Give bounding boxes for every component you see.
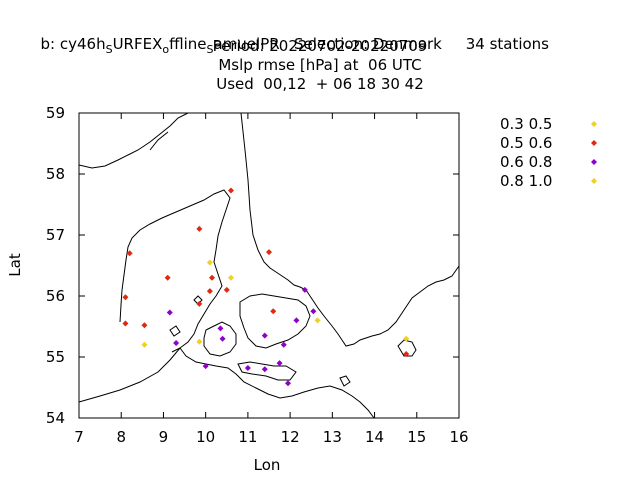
legend-marker	[591, 140, 597, 146]
station-point	[285, 380, 291, 387]
station-point	[122, 294, 129, 301]
station-point	[209, 274, 215, 281]
coastline-lolland	[237, 361, 297, 381]
x-tick-label: 12	[281, 428, 300, 446]
legend-label: 0.6 0.8	[500, 153, 552, 171]
legend: 0.3 0.50.5 0.60.6 0.80.8 1.0	[500, 115, 597, 190]
station-point	[122, 320, 129, 327]
station-point	[217, 325, 224, 332]
y-tick-label: 55	[46, 348, 65, 366]
station-point	[403, 350, 410, 357]
coastline-sweden	[240, 112, 343, 341]
x-tick-label: 15	[407, 428, 426, 446]
station-point	[310, 308, 317, 315]
station-point	[164, 274, 171, 281]
station-point	[270, 308, 277, 315]
x-tick-label: 13	[323, 428, 342, 446]
coastline-island-1	[193, 295, 203, 305]
station-point	[301, 286, 308, 293]
station-point	[266, 249, 272, 256]
legend-label: 0.5 0.6	[500, 134, 552, 152]
coastline-layer	[78, 112, 460, 419]
station-point	[314, 317, 321, 324]
legend-label: 0.8 1.0	[500, 172, 552, 190]
station-point	[166, 309, 173, 316]
legend-label: 0.3 0.5	[500, 115, 552, 133]
coastline-sweden-south	[341, 265, 460, 347]
y-axis-label: Lat	[6, 253, 24, 277]
x-tick-label: 9	[159, 428, 169, 446]
chart-title-line-3: Mslp rmse [hPa] at 06 UTC	[218, 56, 422, 74]
y-tick-label: 56	[46, 287, 65, 305]
station-point	[206, 259, 213, 266]
coastline-island-3	[339, 375, 351, 387]
chart-title-line-1: b: cy46hSURFEXofflineSamuelPR Selection:…	[40, 35, 550, 56]
station-point	[196, 338, 203, 345]
station-point	[126, 250, 133, 257]
station-point	[173, 339, 180, 346]
station-point	[141, 341, 148, 348]
chart-title-line-2: Period: 20220702-20220709	[212, 37, 428, 55]
y-tick-label: 59	[46, 104, 65, 122]
station-point	[276, 360, 283, 367]
coastline-jutland	[119, 189, 231, 353]
x-axis-label: Lon	[254, 456, 281, 474]
coastline-norway	[78, 112, 189, 169]
station-point	[202, 363, 209, 370]
y-tick-label: 54	[46, 409, 65, 427]
plot-frame	[78, 112, 460, 419]
station-point	[223, 286, 230, 293]
y-axis-ticks: 54 55 56 57 58 59	[46, 104, 459, 427]
station-point	[403, 335, 410, 342]
x-axis-ticks: 7 8 9 10 11 12 13 14 15 16	[74, 113, 469, 446]
station-point	[244, 364, 251, 371]
coastline-funen	[203, 321, 237, 357]
x-tick-label: 11	[238, 428, 257, 446]
station-points	[122, 187, 410, 387]
station-point	[228, 274, 234, 281]
station-point	[280, 341, 287, 348]
coastline-bornholm	[397, 339, 417, 357]
coastline-zealand	[239, 293, 311, 349]
x-tick-label: 14	[365, 428, 384, 446]
coastline-norway-inner	[149, 131, 169, 151]
chart-title-line-4: Used 00,12 + 06 18 30 42	[216, 75, 424, 93]
y-tick-label: 57	[46, 226, 65, 244]
station-point	[228, 187, 234, 194]
station-point	[293, 317, 300, 324]
station-point	[196, 300, 203, 307]
legend-marker	[591, 159, 597, 165]
coastline-germany-baltic	[179, 347, 375, 419]
x-tick-label: 8	[116, 428, 126, 446]
station-point	[206, 288, 213, 295]
coastline-germany-west	[78, 347, 181, 403]
x-tick-label: 10	[196, 428, 215, 446]
x-tick-label: 16	[449, 428, 468, 446]
station-point	[261, 332, 268, 339]
x-tick-label: 7	[74, 428, 84, 446]
legend-marker	[591, 178, 597, 184]
station-point	[219, 335, 226, 342]
station-point	[261, 366, 268, 373]
coastline-island-2	[169, 325, 181, 337]
y-tick-label: 58	[46, 165, 65, 183]
legend-marker	[591, 121, 597, 127]
station-point	[196, 225, 203, 232]
station-point	[141, 322, 148, 329]
